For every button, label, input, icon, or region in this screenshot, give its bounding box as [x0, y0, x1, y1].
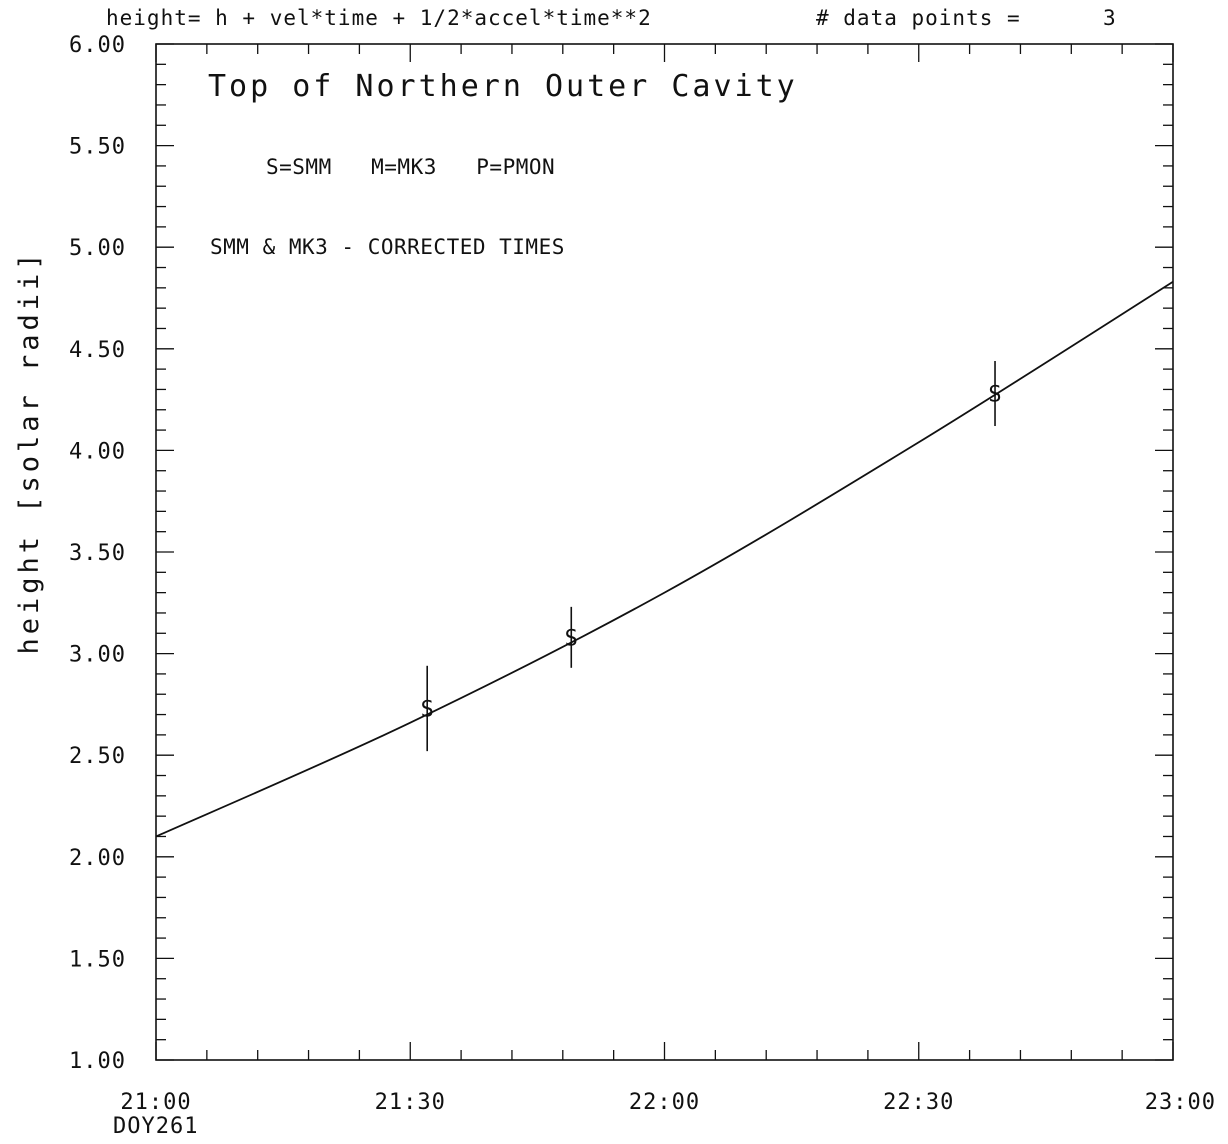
fit-curve-group [155, 280, 1174, 838]
fit-formula: height= h + vel*time + 1/2*accel*time**2 [106, 6, 652, 30]
axis-ticks [155, 43, 1174, 1061]
y-tick-label: 6.00 [69, 33, 126, 58]
plot-frame [155, 43, 1174, 1061]
data-points-value: 3 [1103, 6, 1117, 30]
fit-curve [155, 280, 1174, 838]
y-tick-label: 4.50 [69, 338, 126, 363]
y-tick-label: 4.00 [69, 439, 126, 464]
x-tick-labels: 21:00 21:30 22:00 22:30 23:00 [120, 1090, 1216, 1115]
y-tick-label: 5.50 [69, 135, 126, 160]
plot-title: Top of Northern Outer Cavity [208, 69, 798, 104]
data-point-marker: S [565, 626, 578, 651]
x-tick-label: 22:30 [883, 1090, 954, 1115]
x-tick-label: 22:00 [629, 1090, 700, 1115]
x-tick-label: 21:00 [120, 1090, 191, 1115]
data-point-marker: S [421, 697, 434, 722]
y-tick-label: 2.00 [69, 846, 126, 871]
x-tick-label: 21:30 [375, 1090, 446, 1115]
data-points-label: # data points = [816, 6, 1021, 30]
y-axis-label: height [solar radii] [14, 249, 45, 654]
y-tick-labels: 1.00 1.50 2.00 2.50 3.00 3.50 4.00 4.50 5.00 5.50… [69, 33, 126, 1074]
data-point-marker: S [988, 383, 1001, 408]
y-tick-label: 1.00 [69, 1049, 126, 1074]
x-sublabel-doy: DOY261 [113, 1114, 198, 1139]
y-tick-label: 1.50 [69, 947, 126, 972]
x-tick-label: 23:00 [1145, 1090, 1216, 1115]
y-tick-label: 5.00 [69, 236, 126, 261]
y-tick-label: 3.50 [69, 541, 126, 566]
legend-note: S=SMM M=MK3 P=PMON [266, 155, 555, 179]
corrected-times-note: SMM & MK3 - CORRECTED TIMES [210, 235, 565, 259]
y-tick-label: 2.50 [69, 744, 126, 769]
data-points-group: S S S [421, 360, 1002, 752]
y-tick-label: 3.00 [69, 643, 126, 668]
